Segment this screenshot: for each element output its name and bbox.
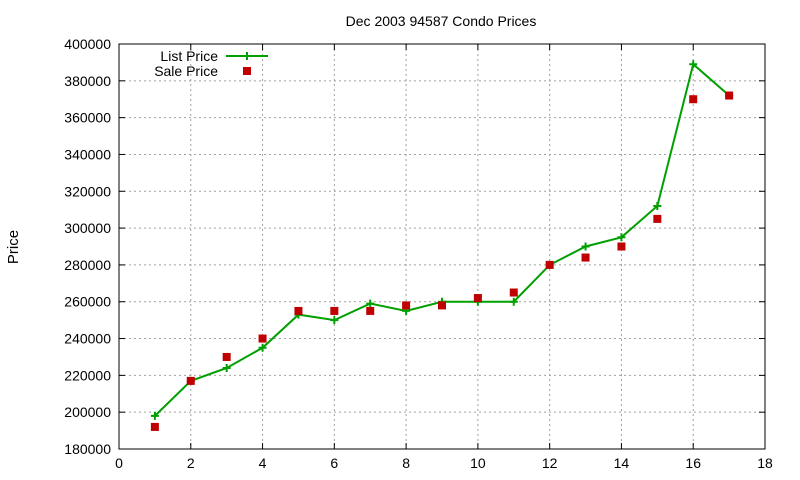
- x-tick-label: 4: [259, 455, 267, 471]
- list-price-point: [581, 242, 590, 251]
- list-price-line: [154, 62, 730, 417]
- axes: 0 2 4 6 8 10 12 14 16 18 180000 200000 220000 240000 2…: [64, 36, 773, 471]
- y-tick-label: 400000: [64, 36, 111, 52]
- sale-price-point: [509, 288, 518, 297]
- legend-label: Sale Price: [154, 63, 218, 79]
- sale-price-point: [222, 352, 231, 361]
- sale-price-point: [617, 242, 626, 251]
- chart-title: Dec 2003 94587 Condo Prices: [346, 13, 537, 29]
- y-tick-label: 360000: [64, 110, 111, 126]
- series-list-price: [150, 60, 734, 420]
- y-tick-label: 280000: [64, 257, 111, 273]
- sale-price-point: [366, 306, 375, 315]
- x-tick-label: 8: [402, 455, 410, 471]
- legend-square-swatch: [243, 67, 251, 75]
- list-price-point: [689, 60, 698, 69]
- sale-price-point: [402, 301, 411, 310]
- sale-price-point: [653, 214, 662, 223]
- list-price-point: [222, 364, 231, 372]
- sale-price-point: [545, 260, 554, 269]
- y-tick-label: 380000: [64, 73, 111, 89]
- sale-price-point: [689, 95, 698, 104]
- list-price-point: [258, 343, 267, 352]
- sale-price-point: [258, 334, 267, 343]
- sale-price-point: [725, 91, 734, 100]
- sale-price-point: [186, 376, 195, 385]
- sale-price-point: [438, 301, 446, 310]
- series-sale-price: [150, 91, 734, 431]
- x-tick-label: 16: [685, 455, 701, 471]
- y-tick-label: 240000: [64, 331, 111, 347]
- y-tick-label: 320000: [64, 183, 111, 199]
- sale-price-point: [581, 253, 590, 262]
- y-tick-label: 220000: [64, 367, 111, 383]
- sale-price-point: [330, 306, 339, 315]
- list-price-point: [366, 299, 375, 308]
- y-axis-label: Price: [5, 230, 22, 264]
- list-price-point: [509, 297, 518, 306]
- y-tick-label: 200000: [64, 404, 111, 420]
- list-price-point: [150, 411, 159, 420]
- x-tick-label: 0: [115, 455, 123, 471]
- x-tick-label: 18: [757, 455, 773, 471]
- y-tick-label: 340000: [64, 146, 111, 162]
- x-tick-label: 14: [614, 455, 630, 471]
- sale-price-point: [150, 422, 159, 431]
- x-tick-label: 2: [187, 455, 195, 471]
- x-tick-label: 12: [542, 455, 558, 471]
- legend-plus-swatch: [243, 52, 251, 60]
- sale-price-point: [473, 294, 482, 303]
- sale-price-point: [294, 306, 303, 315]
- list-price-point: [330, 316, 339, 325]
- grid: [119, 44, 765, 449]
- plot-frame: [118, 43, 766, 450]
- list-price-point: [653, 202, 662, 210]
- y-tick-label: 260000: [64, 294, 111, 310]
- x-tick-label: 10: [470, 455, 486, 471]
- y-tick-label: 300000: [64, 220, 111, 236]
- legend-label: List Price: [160, 48, 218, 64]
- series-layer: [150, 60, 734, 431]
- list-price-point: [617, 233, 626, 242]
- x-tick-label: 6: [330, 455, 338, 471]
- y-tick-label: 180000: [64, 441, 111, 457]
